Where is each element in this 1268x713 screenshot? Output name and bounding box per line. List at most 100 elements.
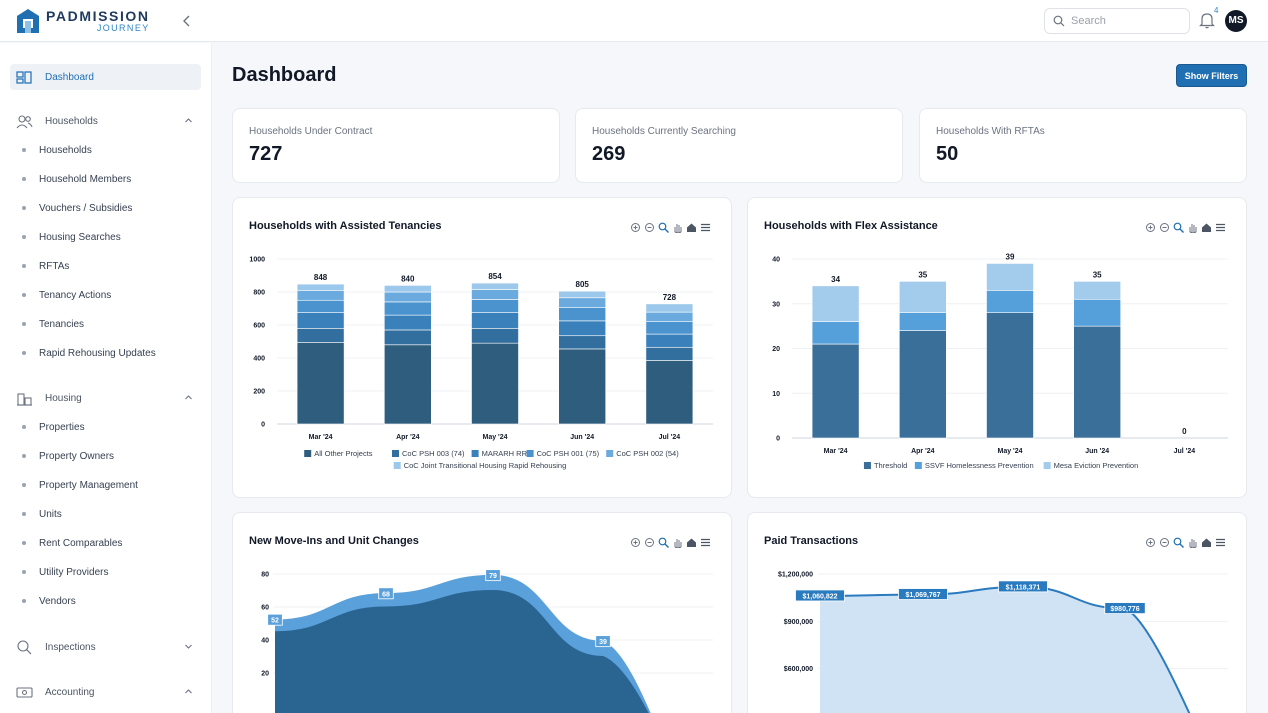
bar-segment[interactable] — [558, 290, 607, 299]
zoom-out-icon[interactable] — [644, 222, 655, 233]
bar-segment[interactable] — [1073, 281, 1122, 300]
sidebar-item-property-management[interactable]: Property Management — [22, 474, 201, 496]
sidebar-item-units[interactable]: Units — [22, 503, 201, 525]
zoom-in-icon[interactable] — [630, 222, 641, 233]
sidebar-item-tenancy-actions[interactable]: Tenancy Actions — [22, 284, 201, 306]
bar-segment[interactable] — [558, 307, 607, 322]
bar-segment[interactable] — [558, 348, 607, 425]
sidebar-item-rftas[interactable]: RFTAs — [22, 255, 201, 277]
bar-segment[interactable] — [645, 303, 694, 313]
bar-segment[interactable] — [986, 312, 1034, 439]
brand-logo[interactable]: PADMISSION JOURNEY — [16, 8, 150, 34]
dashboard-icon — [16, 70, 32, 84]
sidebar-item-households[interactable]: Households — [22, 139, 201, 161]
bar-segment[interactable] — [384, 285, 432, 293]
collapse-sidebar-button[interactable] — [178, 12, 196, 30]
pan-hand-icon[interactable] — [672, 537, 683, 548]
zoom-out-icon[interactable] — [1159, 222, 1170, 233]
y-tick-label: $1,200,000 — [778, 572, 813, 579]
bar-segment[interactable] — [471, 342, 519, 425]
magnifier-icon[interactable] — [1173, 537, 1184, 548]
bar-segment[interactable] — [384, 344, 432, 425]
sidebar-item-tenancies[interactable]: Tenancies — [22, 313, 201, 335]
bar-segment[interactable] — [296, 299, 345, 313]
bar-segment[interactable] — [811, 285, 860, 322]
y-tick-label: 800 — [253, 290, 265, 297]
bar-segment[interactable] — [296, 312, 345, 329]
bar-segment[interactable] — [645, 333, 694, 348]
sidebar-item-rent-comparables[interactable]: Rent Comparables — [22, 532, 201, 554]
menu-icon[interactable] — [1215, 537, 1226, 548]
zoom-in-icon[interactable] — [1145, 537, 1156, 548]
sidebar-group-housing[interactable]: Housing — [10, 385, 201, 411]
bar-segment[interactable] — [811, 343, 860, 439]
sidebar-item-properties[interactable]: Properties — [22, 416, 201, 438]
bar-segment[interactable] — [811, 321, 860, 345]
chart-title: Households with Flex Assistance — [764, 220, 938, 232]
sidebar-item-rapid-rehousing-updates[interactable]: Rapid Rehousing Updates — [22, 342, 201, 364]
bar-segment[interactable] — [645, 311, 694, 322]
chevron-down-icon — [185, 644, 192, 649]
bar-segment[interactable] — [1073, 325, 1122, 439]
menu-icon[interactable] — [700, 222, 711, 233]
bar-segment[interactable] — [645, 360, 694, 425]
pan-hand-icon[interactable] — [1187, 537, 1198, 548]
bar-segment[interactable] — [645, 321, 694, 335]
home-icon[interactable] — [686, 222, 697, 233]
bar-segment[interactable] — [471, 299, 519, 313]
avatar[interactable]: MS — [1225, 10, 1247, 32]
bar-segment[interactable] — [384, 291, 432, 303]
sidebar-item-housing-searches[interactable]: Housing Searches — [22, 226, 201, 248]
bar-segment[interactable] — [384, 301, 432, 316]
zoom-out-icon[interactable] — [644, 537, 655, 548]
sidebar-item-dashboard[interactable]: Dashboard — [10, 64, 201, 90]
sidebar-item-household-members[interactable]: Household Members — [22, 168, 201, 190]
bell-icon[interactable] — [1198, 11, 1216, 29]
home-icon[interactable] — [686, 537, 697, 548]
sidebar-item-property-owners[interactable]: Property Owners — [22, 445, 201, 467]
y-tick-label: 1000 — [249, 257, 265, 264]
search-input[interactable] — [1071, 15, 1181, 27]
bar-segment[interactable] — [899, 312, 947, 331]
bar-segment[interactable] — [296, 328, 345, 343]
bar-segment[interactable] — [558, 297, 607, 308]
magnifier-icon[interactable] — [658, 222, 669, 233]
bar-segment[interactable] — [296, 342, 345, 425]
pan-hand-icon[interactable] — [672, 222, 683, 233]
menu-icon[interactable] — [1215, 222, 1226, 233]
bar-segment[interactable] — [471, 289, 519, 300]
sidebar-group-households[interactable]: Households — [10, 108, 201, 134]
search-box[interactable] — [1044, 8, 1190, 34]
menu-icon[interactable] — [700, 537, 711, 548]
bar-segment[interactable] — [471, 312, 519, 329]
bar-segment[interactable] — [558, 335, 607, 350]
pan-hand-icon[interactable] — [1187, 222, 1198, 233]
sidebar-group-inspections[interactable]: Inspections — [10, 634, 201, 660]
bar-segment[interactable] — [986, 263, 1034, 291]
magnifier-icon[interactable] — [658, 537, 669, 548]
home-icon[interactable] — [1201, 537, 1212, 548]
home-icon[interactable] — [1201, 222, 1212, 233]
bar-segment[interactable] — [899, 330, 947, 439]
sidebar-group-accounting[interactable]: Accounting — [10, 679, 201, 705]
bar-segment[interactable] — [296, 283, 345, 291]
bar-segment[interactable] — [471, 282, 519, 290]
bar-segment[interactable] — [471, 328, 519, 344]
bar-segment[interactable] — [1073, 298, 1122, 327]
x-tick-label: Apr '24 — [911, 448, 935, 455]
sidebar-item-vendors[interactable]: Vendors — [22, 590, 201, 612]
zoom-out-icon[interactable] — [1159, 537, 1170, 548]
bar-segment[interactable] — [986, 290, 1034, 313]
sidebar-item-utility-providers[interactable]: Utility Providers — [22, 561, 201, 583]
bar-segment[interactable] — [384, 329, 432, 346]
bar-segment[interactable] — [384, 314, 432, 331]
show-filters-button[interactable]: Show Filters — [1176, 64, 1247, 87]
bar-segment[interactable] — [645, 346, 694, 361]
sidebar-item-vouchers[interactable]: Vouchers / Subsidies — [22, 197, 201, 219]
magnifier-icon[interactable] — [1173, 222, 1184, 233]
bar-segment[interactable] — [296, 290, 345, 301]
bar-segment[interactable] — [899, 281, 947, 314]
zoom-in-icon[interactable] — [1145, 222, 1156, 233]
bar-segment[interactable] — [558, 320, 607, 337]
zoom-in-icon[interactable] — [630, 537, 641, 548]
